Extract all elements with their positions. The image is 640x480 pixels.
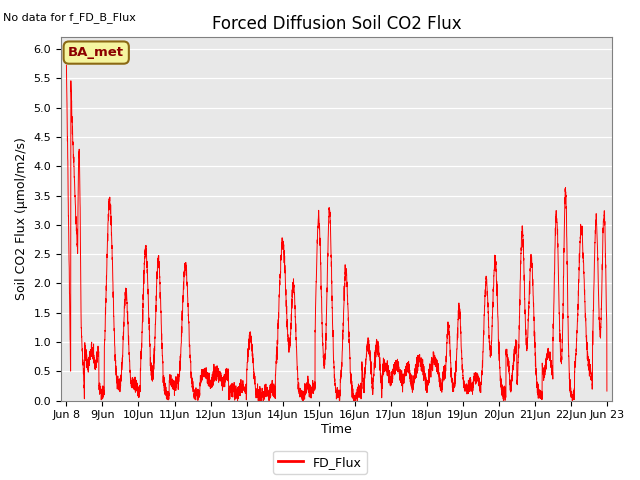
Legend: FD_Flux: FD_Flux — [273, 451, 367, 474]
FD_Flux — [507, 385, 515, 391]
FD_Flux — [414, 359, 422, 365]
FD_Flux — [63, 62, 70, 68]
Text: BA_met: BA_met — [68, 46, 124, 59]
FD_Flux — [603, 388, 611, 394]
Y-axis label: Soil CO2 Flux (μmol/m2/s): Soil CO2 Flux (μmol/m2/s) — [15, 138, 28, 300]
X-axis label: Time: Time — [321, 423, 352, 436]
FD_Flux — [466, 384, 474, 390]
FD_Flux — [387, 373, 394, 379]
FD_Flux — [269, 393, 277, 398]
Title: Forced Diffusion Soil CO2 Flux: Forced Diffusion Soil CO2 Flux — [212, 15, 461, 33]
Line: FD_Flux: FD_Flux — [67, 65, 607, 401]
Text: No data for f_FD_B_Flux: No data for f_FD_B_Flux — [3, 12, 136, 23]
FD_Flux — [161, 380, 168, 385]
FD_Flux — [234, 398, 241, 404]
